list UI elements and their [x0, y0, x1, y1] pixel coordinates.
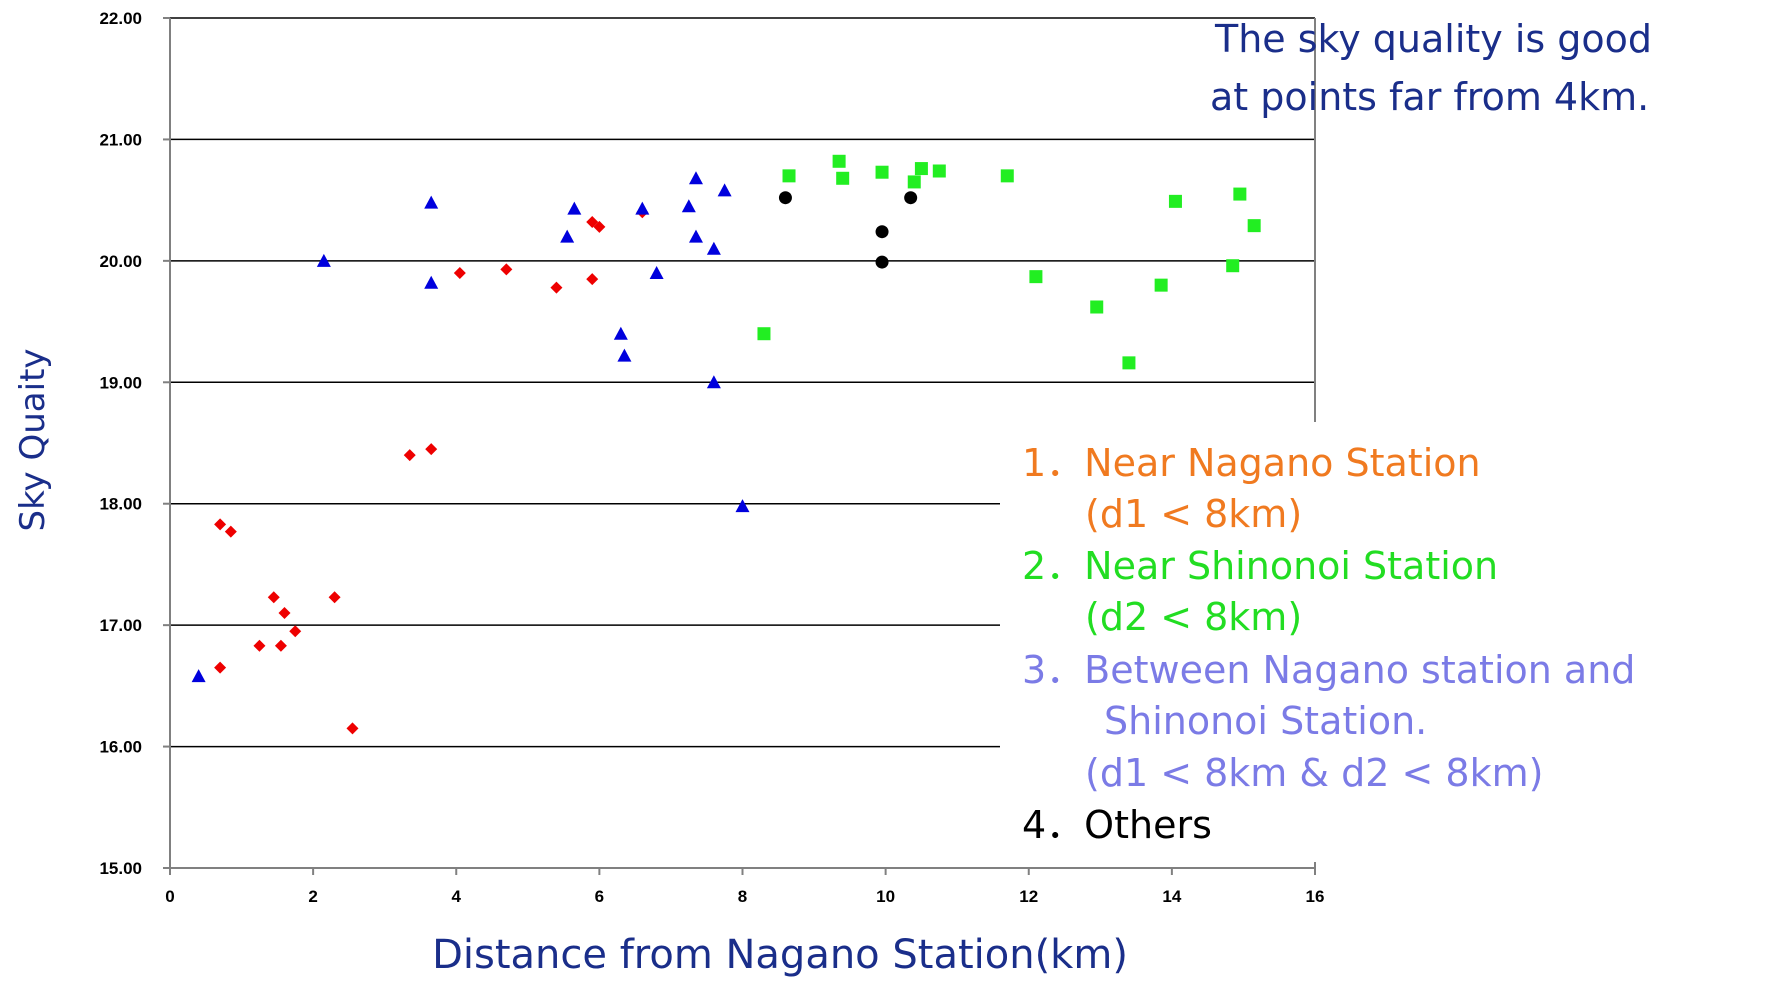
data-point-triangle [613, 326, 628, 340]
data-point-diamond [593, 220, 606, 233]
x-tick-label: 2 [308, 887, 317, 906]
data-point-diamond [214, 518, 227, 531]
data-point-triangle [424, 195, 439, 209]
data-point-diamond [500, 263, 513, 276]
data-point-square [1122, 356, 1136, 370]
data-point-square [1247, 219, 1261, 233]
data-point-diamond [550, 281, 563, 294]
data-point-square [932, 164, 946, 178]
legend-entry-line: 2．Near Shinonoi Station [1022, 544, 1498, 588]
data-point-diamond [224, 525, 237, 538]
data-point-triangle [560, 229, 575, 243]
data-point-diamond [586, 216, 599, 228]
x-tick-label: 10 [876, 887, 895, 906]
annotation: The sky quality is good at points far fr… [1210, 17, 1652, 119]
data-point-diamond [274, 639, 287, 652]
data-point-diamond [328, 591, 341, 604]
data-point-diamond [214, 661, 227, 674]
data-point-square [1154, 278, 1168, 292]
data-point-square [1168, 194, 1182, 208]
legend-entry-line: (d1 < 8km) [1085, 492, 1302, 536]
data-point-diamond [278, 607, 291, 619]
data-points [191, 154, 1261, 735]
data-point-triangle [635, 201, 650, 215]
data-point-square [757, 327, 771, 341]
data-point-triangle [735, 499, 750, 513]
y-tick-label: 20.00 [99, 252, 142, 271]
y-tick-label: 15.00 [99, 859, 142, 878]
legend-entry-line: 1．Near Nagano Station [1022, 441, 1481, 485]
data-point-triangle [649, 266, 664, 279]
y-axis-label: Sky Quaity [13, 348, 53, 531]
x-tick-label: 12 [1019, 887, 1038, 906]
data-point-triangle [191, 669, 206, 683]
data-point-triangle [706, 375, 721, 389]
data-point-diamond [425, 443, 438, 456]
data-point-triangle [424, 275, 439, 289]
data-point-circle [778, 191, 792, 205]
annotation-line-2: at points far from 4km. [1210, 75, 1649, 119]
x-tick-label: 6 [595, 887, 604, 906]
data-point-square [875, 165, 889, 179]
data-point-square [1090, 300, 1104, 314]
data-point-square [1029, 270, 1043, 284]
x-axis-label: Distance from Nagano Station(km) [432, 932, 1128, 978]
data-point-square [1000, 169, 1014, 183]
data-point-triangle [617, 348, 632, 362]
data-point-triangle [688, 171, 703, 185]
legend: 1．Near Nagano Station (d1 < 8km) 2．Near Sh… [1000, 422, 1789, 862]
data-point-triangle [567, 201, 582, 215]
x-tick-label: 16 [1306, 887, 1325, 906]
y-tick-label: 19.00 [99, 373, 142, 392]
data-point-diamond [346, 722, 359, 735]
data-point-triangle [717, 183, 732, 197]
legend-entry-line: 4．Others [1022, 803, 1212, 847]
x-tick-labels: 0 2 4 6 8 10 12 14 16 [165, 887, 1324, 906]
data-point-square [832, 154, 846, 168]
data-point-diamond [403, 449, 416, 462]
data-point-square [1226, 259, 1240, 273]
y-tick-label: 21.00 [99, 130, 142, 149]
data-point-diamond [253, 639, 266, 652]
data-point-square [907, 175, 921, 189]
y-tick-label: 16.00 [99, 738, 142, 757]
legend-entry-line: 3．Between Nagano station and [1022, 648, 1635, 692]
data-point-diamond [267, 591, 280, 604]
x-tick-label: 14 [1162, 887, 1181, 906]
data-point-circle [875, 255, 889, 269]
data-point-triangle [681, 199, 696, 213]
x-tick-label: 8 [738, 887, 747, 906]
data-point-circle [875, 225, 889, 239]
data-point-diamond [289, 625, 302, 638]
data-point-triangle [706, 241, 721, 255]
data-point-circle [904, 191, 918, 205]
legend-background [1000, 422, 1320, 862]
legend-entry-line: Shinonoi Station. [1104, 699, 1427, 743]
legend-entry-line: (d1 < 8km & d2 < 8km) [1085, 751, 1543, 795]
legend-entry-line: (d2 < 8km) [1085, 595, 1302, 639]
x-tick-label: 0 [165, 887, 174, 906]
y-tick-label: 22.00 [99, 9, 142, 28]
legend-background-right [1315, 422, 1789, 862]
data-point-diamond [453, 267, 466, 279]
data-point-square [836, 171, 850, 185]
data-point-triangle [316, 253, 331, 267]
y-tick-label: 17.00 [99, 616, 142, 635]
annotation-line-1: The sky quality is good [1214, 17, 1652, 61]
data-point-square [782, 169, 796, 183]
data-point-diamond [586, 273, 599, 286]
data-point-square [914, 162, 928, 176]
y-tick-label: 18.00 [99, 495, 142, 514]
y-tick-labels: 15.00 16.00 17.00 18.00 19.00 20.00 21.00 22.00 [99, 9, 142, 878]
data-point-triangle [688, 229, 703, 243]
x-tick-label: 4 [452, 887, 462, 906]
data-point-square [1233, 187, 1247, 201]
